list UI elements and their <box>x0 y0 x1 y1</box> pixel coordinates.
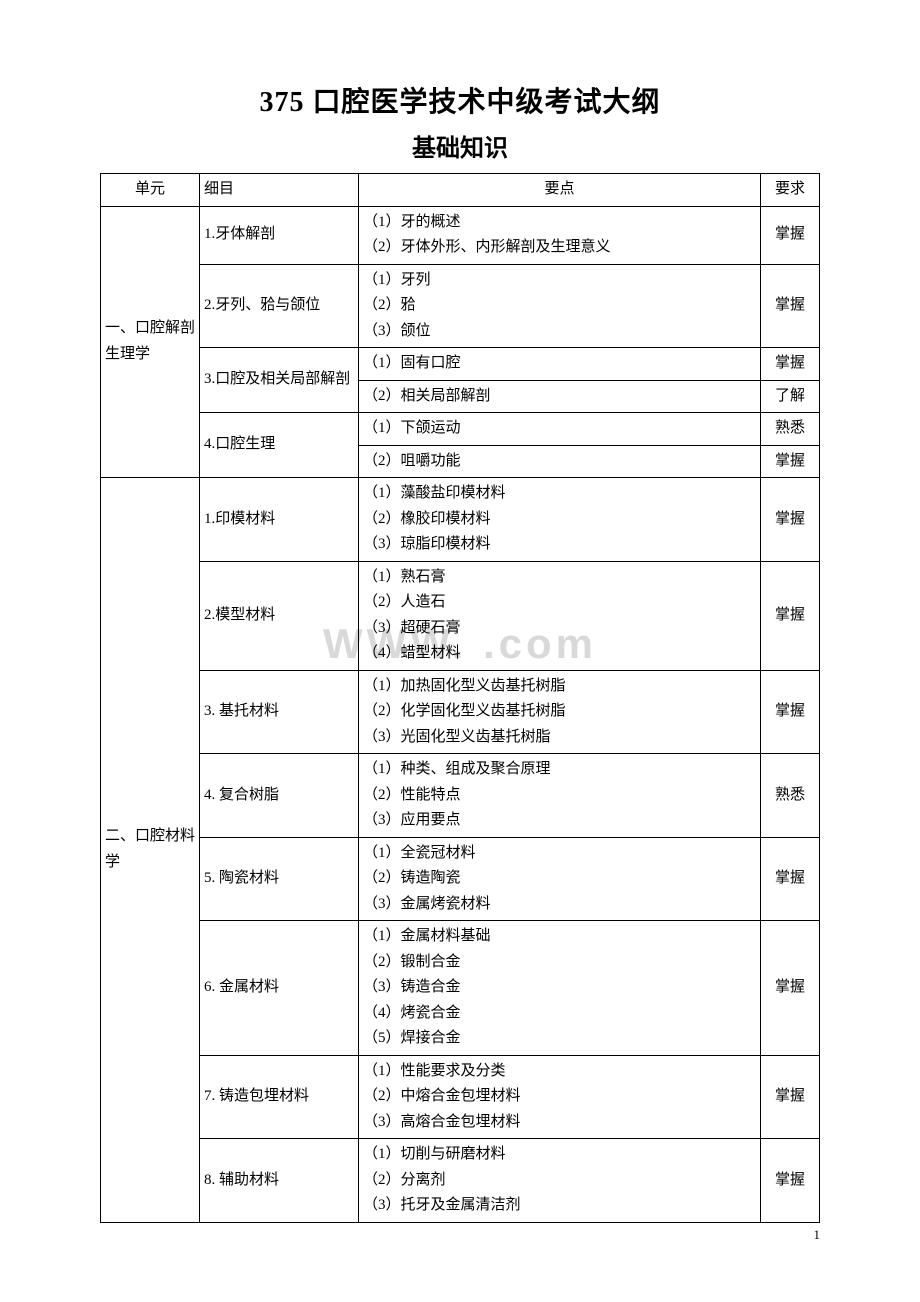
point-text: （2）牙体外形、内形解剖及生理意义 <box>363 235 756 261</box>
point-text: （3）铸造合金 <box>363 975 756 1001</box>
points-cell: （1）下颌运动 <box>359 413 761 446</box>
point-text: （3）应用要点 <box>363 808 756 834</box>
req-cell: 掌握 <box>761 921 820 1056</box>
point-text: （3）托牙及金属清洁剂 <box>363 1193 756 1219</box>
point-text: （1）加热固化型义齿基托树脂 <box>363 674 756 700</box>
point-text: （1）全瓷冠材料 <box>363 841 756 867</box>
req-cell: 掌握 <box>761 561 820 670</box>
item-cell: 1.印模材料 <box>200 478 359 562</box>
table-header-row: 单元 细目 要点 要求 <box>101 174 820 207</box>
table-row: 4. 复合树脂（1）种类、组成及聚合原理（2）性能特点（3）应用要点熟悉 <box>101 754 820 838</box>
unit-cell: 二、口腔材料学 <box>101 478 200 1223</box>
req-cell: 掌握 <box>761 206 820 264</box>
req-cell: 掌握 <box>761 837 820 921</box>
point-text: （1）性能要求及分类 <box>363 1059 756 1085</box>
points-cell: （1）金属材料基础（2）锻制合金（3）铸造合金（4）烤瓷合金（5）焊接合金 <box>359 921 761 1056</box>
point-text: （4）烤瓷合金 <box>363 1001 756 1027</box>
point-text: （1）下颌运动 <box>363 416 756 442</box>
item-cell: 4. 复合树脂 <box>200 754 359 838</box>
req-cell: 掌握 <box>761 445 820 478</box>
points-cell: （1）藻酸盐印模材料（2）橡胶印模材料（3）琼脂印模材料 <box>359 478 761 562</box>
table-row: 3. 基托材料（1）加热固化型义齿基托树脂（2）化学固化型义齿基托树脂（3）光固… <box>101 670 820 754</box>
header-unit: 单元 <box>101 174 200 207</box>
point-text: （2）性能特点 <box>363 783 756 809</box>
item-cell: 3.口腔及相关局部解剖 <box>200 348 359 413</box>
points-cell: （1）种类、组成及聚合原理（2）性能特点（3）应用要点 <box>359 754 761 838</box>
req-cell: 熟悉 <box>761 754 820 838</box>
point-text: （3）颌位 <box>363 319 756 345</box>
page-subtitle: 基础知识 <box>100 128 820 163</box>
point-text: （3）琼脂印模材料 <box>363 532 756 558</box>
point-text: （1）切削与研磨材料 <box>363 1142 756 1168</box>
points-cell: （1）性能要求及分类（2）中熔合金包埋材料（3）高熔合金包埋材料 <box>359 1055 761 1139</box>
header-point: 要点 <box>359 174 761 207</box>
table-row: 2.模型材料（1）熟石膏（2）人造石（3）超硬石膏（4）蜡型材料掌握 <box>101 561 820 670</box>
req-cell: 掌握 <box>761 478 820 562</box>
point-text: （2）化学固化型义齿基托树脂 <box>363 699 756 725</box>
point-text: （2）咀嚼功能 <box>363 449 756 475</box>
point-text: （1）藻酸盐印模材料 <box>363 481 756 507</box>
item-cell: 1.牙体解剖 <box>200 206 359 264</box>
point-text: （1）固有口腔 <box>363 351 756 377</box>
points-cell: （1）切削与研磨材料（2）分离剂（3）托牙及金属清洁剂 <box>359 1139 761 1223</box>
points-cell: （1）熟石膏（2）人造石（3）超硬石膏（4）蜡型材料 <box>359 561 761 670</box>
points-cell: （2）咀嚼功能 <box>359 445 761 478</box>
point-text: （2）分离剂 <box>363 1168 756 1194</box>
point-text: （1）种类、组成及聚合原理 <box>363 757 756 783</box>
point-text: （1）牙的概述 <box>363 210 756 236</box>
item-cell: 7. 铸造包埋材料 <box>200 1055 359 1139</box>
item-cell: 5. 陶瓷材料 <box>200 837 359 921</box>
point-text: （1）牙列 <box>363 268 756 294</box>
req-cell: 掌握 <box>761 348 820 381</box>
point-text: （4）蜡型材料 <box>363 641 756 667</box>
header-item: 细目 <box>200 174 359 207</box>
table-row: 3.口腔及相关局部解剖（1）固有口腔掌握 <box>101 348 820 381</box>
req-cell: 了解 <box>761 380 820 413</box>
table-row: 二、口腔材料学1.印模材料（1）藻酸盐印模材料（2）橡胶印模材料（3）琼脂印模材… <box>101 478 820 562</box>
point-text: （1）熟石膏 <box>363 565 756 591</box>
point-text: （5）焊接合金 <box>363 1026 756 1052</box>
table-row: 4.口腔生理（1）下颌运动熟悉 <box>101 413 820 446</box>
req-cell: 掌握 <box>761 264 820 348</box>
table-row: 5. 陶瓷材料（1）全瓷冠材料（2）铸造陶瓷（3）金属烤瓷材料掌握 <box>101 837 820 921</box>
point-text: （3）金属烤瓷材料 <box>363 892 756 918</box>
table-row: 6. 金属材料（1）金属材料基础（2）锻制合金（3）铸造合金（4）烤瓷合金（5）… <box>101 921 820 1056</box>
req-cell: 掌握 <box>761 1139 820 1223</box>
point-text: （3）光固化型义齿基托树脂 <box>363 725 756 751</box>
item-cell: 8. 辅助材料 <box>200 1139 359 1223</box>
header-req: 要求 <box>761 174 820 207</box>
point-text: （2）中熔合金包埋材料 <box>363 1084 756 1110</box>
unit-cell: 一、口腔解剖生理学 <box>101 206 200 478</box>
points-cell: （1）牙的概述（2）牙体外形、内形解剖及生理意义 <box>359 206 761 264</box>
table-row: 一、口腔解剖生理学1.牙体解剖（1）牙的概述（2）牙体外形、内形解剖及生理意义掌… <box>101 206 820 264</box>
point-text: （3）超硬石膏 <box>363 616 756 642</box>
point-text: （2）锻制合金 <box>363 950 756 976</box>
points-cell: （2）相关局部解剖 <box>359 380 761 413</box>
points-cell: （1）固有口腔 <box>359 348 761 381</box>
table-row: 7. 铸造包埋材料（1）性能要求及分类（2）中熔合金包埋材料（3）高熔合金包埋材… <box>101 1055 820 1139</box>
points-cell: （1）牙列（2）𬌗（3）颌位 <box>359 264 761 348</box>
item-cell: 2.牙列、𬌗与颌位 <box>200 264 359 348</box>
page-title: 375 口腔医学技术中级考试大纲 <box>100 80 820 120</box>
syllabus-table: 单元 细目 要点 要求 一、口腔解剖生理学1.牙体解剖（1）牙的概述（2）牙体外… <box>100 173 820 1223</box>
point-text: （2）𬌗 <box>363 293 756 319</box>
points-cell: （1）全瓷冠材料（2）铸造陶瓷（3）金属烤瓷材料 <box>359 837 761 921</box>
table-row: 2.牙列、𬌗与颌位（1）牙列（2）𬌗（3）颌位掌握 <box>101 264 820 348</box>
point-text: （3）高熔合金包埋材料 <box>363 1110 756 1136</box>
point-text: （2）相关局部解剖 <box>363 384 756 410</box>
point-text: （1）金属材料基础 <box>363 924 756 950</box>
req-cell: 掌握 <box>761 1055 820 1139</box>
point-text: （2）铸造陶瓷 <box>363 866 756 892</box>
point-text: （2）橡胶印模材料 <box>363 507 756 533</box>
points-cell: （1）加热固化型义齿基托树脂（2）化学固化型义齿基托树脂（3）光固化型义齿基托树… <box>359 670 761 754</box>
req-cell: 掌握 <box>761 670 820 754</box>
item-cell: 4.口腔生理 <box>200 413 359 478</box>
item-cell: 6. 金属材料 <box>200 921 359 1056</box>
table-row: 8. 辅助材料（1）切削与研磨材料（2）分离剂（3）托牙及金属清洁剂掌握 <box>101 1139 820 1223</box>
page-number: 1 <box>814 1227 821 1243</box>
point-text: （2）人造石 <box>363 590 756 616</box>
req-cell: 熟悉 <box>761 413 820 446</box>
item-cell: 3. 基托材料 <box>200 670 359 754</box>
item-cell: 2.模型材料 <box>200 561 359 670</box>
